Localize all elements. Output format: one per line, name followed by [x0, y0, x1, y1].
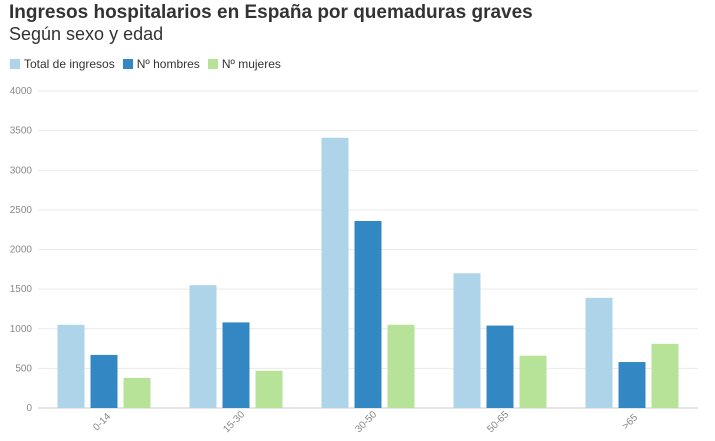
- x-tick-label: >65: [620, 412, 640, 432]
- y-tick-label: 2000: [10, 245, 33, 256]
- y-tick-label: 3000: [10, 165, 33, 176]
- x-axis-ticks: 0-14 15-30 30-50 50-65 >65: [91, 409, 640, 435]
- legend-label-total: Total de ingresos: [24, 57, 115, 71]
- y-tick-label: 4000: [10, 86, 33, 97]
- legend-item-hombres[interactable]: Nº hombres: [122, 57, 200, 71]
- bar-total[interactable]: [585, 297, 613, 408]
- bar-hombres[interactable]: [222, 322, 250, 408]
- chart-title: Ingresos hospitalarios en España por que…: [9, 2, 533, 23]
- bars: [57, 137, 679, 408]
- bar-total[interactable]: [321, 137, 349, 408]
- chart-subtitle: Según sexo y edad: [9, 24, 164, 44]
- legend-swatch-total: [10, 59, 20, 69]
- bar-mujeres[interactable]: [123, 377, 151, 408]
- legend-item-mujeres[interactable]: Nº mujeres: [207, 57, 281, 71]
- bar-total[interactable]: [189, 285, 217, 408]
- legend-label-hombres: Nº hombres: [136, 57, 200, 71]
- x-tick-label: 15-30: [221, 409, 247, 435]
- bar-mujeres[interactable]: [651, 343, 679, 408]
- legend-item-total[interactable]: Total de ingresos: [10, 57, 115, 71]
- x-tick-label: 0-14: [91, 411, 113, 433]
- y-tick-label: 1000: [10, 324, 33, 335]
- bar-hombres[interactable]: [486, 325, 514, 408]
- y-tick-label: 2500: [10, 205, 33, 216]
- legend-swatch-hombres: [122, 59, 133, 69]
- y-axis-ticks: 0 500 1000 1500 2000 2500 3000 3500 4000: [10, 86, 33, 414]
- bar-mujeres[interactable]: [387, 324, 415, 408]
- bar-mujeres[interactable]: [519, 355, 547, 408]
- y-tick-label: 1500: [10, 284, 33, 295]
- bar-mujeres[interactable]: [255, 370, 283, 408]
- x-tick-label: 30-50: [353, 409, 379, 435]
- y-tick-label: 0: [26, 403, 32, 414]
- bar-total[interactable]: [453, 273, 481, 408]
- bar-total[interactable]: [57, 324, 85, 408]
- y-tick-label: 500: [15, 363, 32, 374]
- x-tick-label: 50-65: [485, 409, 511, 435]
- bar-hombres[interactable]: [354, 220, 382, 408]
- legend-label-mujeres: Nº mujeres: [221, 57, 281, 71]
- legend: Total de ingresos Nº hombres Nº mujeres: [10, 57, 281, 71]
- bar-hombres[interactable]: [90, 354, 118, 408]
- bar-hombres[interactable]: [618, 362, 646, 408]
- y-tick-label: 3500: [10, 126, 33, 137]
- legend-swatch-mujeres: [207, 59, 218, 69]
